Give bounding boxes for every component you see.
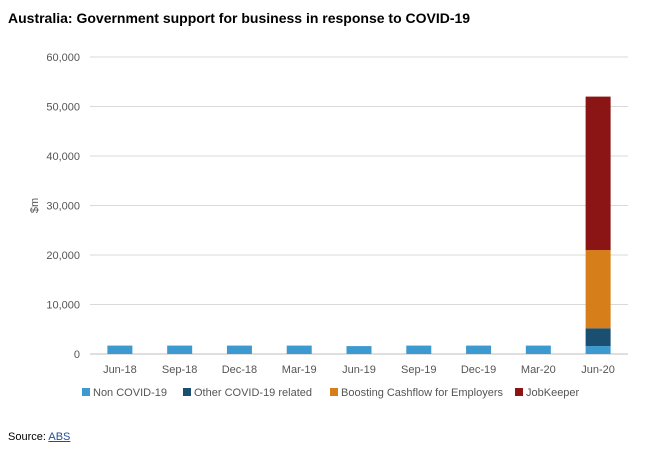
x-tick-label: Jun-18 [103, 364, 137, 376]
y-tick-label: 10,000 [46, 300, 80, 312]
legend-swatch [330, 388, 338, 396]
chart-title: Australia: Government support for busine… [8, 10, 471, 26]
bar-non-covid-19-mar-20 [525, 345, 551, 354]
bar-non-covid-19-mar-19 [286, 345, 312, 354]
source-label: Source: [8, 431, 49, 443]
bar-non-covid-19-sep-18 [167, 345, 193, 354]
y-tick-label: 20,000 [46, 250, 80, 262]
source-link[interactable]: ABS [48, 431, 71, 443]
legend-swatch [183, 388, 191, 396]
y-tick-label: 60,000 [46, 52, 80, 64]
y-tick-label: 0 [74, 349, 80, 361]
x-tick-label: Dec-18 [222, 364, 257, 376]
bar-non-covid-19-jun-19 [346, 346, 372, 354]
y-tick-label: 40,000 [46, 151, 80, 163]
bar-non-covid-19-jun-18 [107, 345, 133, 354]
x-tick-label: Jun-20 [581, 364, 615, 376]
y-axis-label: $m [29, 198, 41, 213]
bar-non-covid-19-dec-18 [226, 345, 252, 354]
source-note: Source: ABS [8, 431, 70, 443]
legend-label: JobKeeper [526, 387, 580, 399]
y-tick-label: 50,000 [46, 102, 80, 114]
x-tick-label: Mar-19 [282, 364, 317, 376]
legend-swatch [515, 388, 523, 396]
legend-label: Other COVID-19 related [194, 387, 312, 399]
x-tick-label: Sep-18 [162, 364, 197, 376]
bar-boosting-cashflow-for-employers-jun-20 [585, 250, 611, 329]
bar-non-covid-19-sep-19 [406, 345, 432, 354]
bar-non-covid-19-jun-20 [585, 346, 611, 354]
bar-other-covid-19-related-jun-20 [585, 328, 611, 347]
legend-label: Boosting Cashflow for Employers [341, 387, 504, 399]
x-tick-label: Sep-19 [401, 364, 436, 376]
bar-non-covid-19-dec-19 [466, 345, 492, 354]
y-tick-label: 30,000 [46, 201, 80, 213]
legend-swatch [82, 388, 90, 396]
x-tick-label: Dec-19 [461, 364, 496, 376]
x-tick-label: Jun-19 [342, 364, 376, 376]
legend-label: Non COVID-19 [93, 387, 167, 399]
x-tick-label: Mar-20 [521, 364, 556, 376]
bar-jobkeeper-jun-20 [585, 96, 611, 251]
